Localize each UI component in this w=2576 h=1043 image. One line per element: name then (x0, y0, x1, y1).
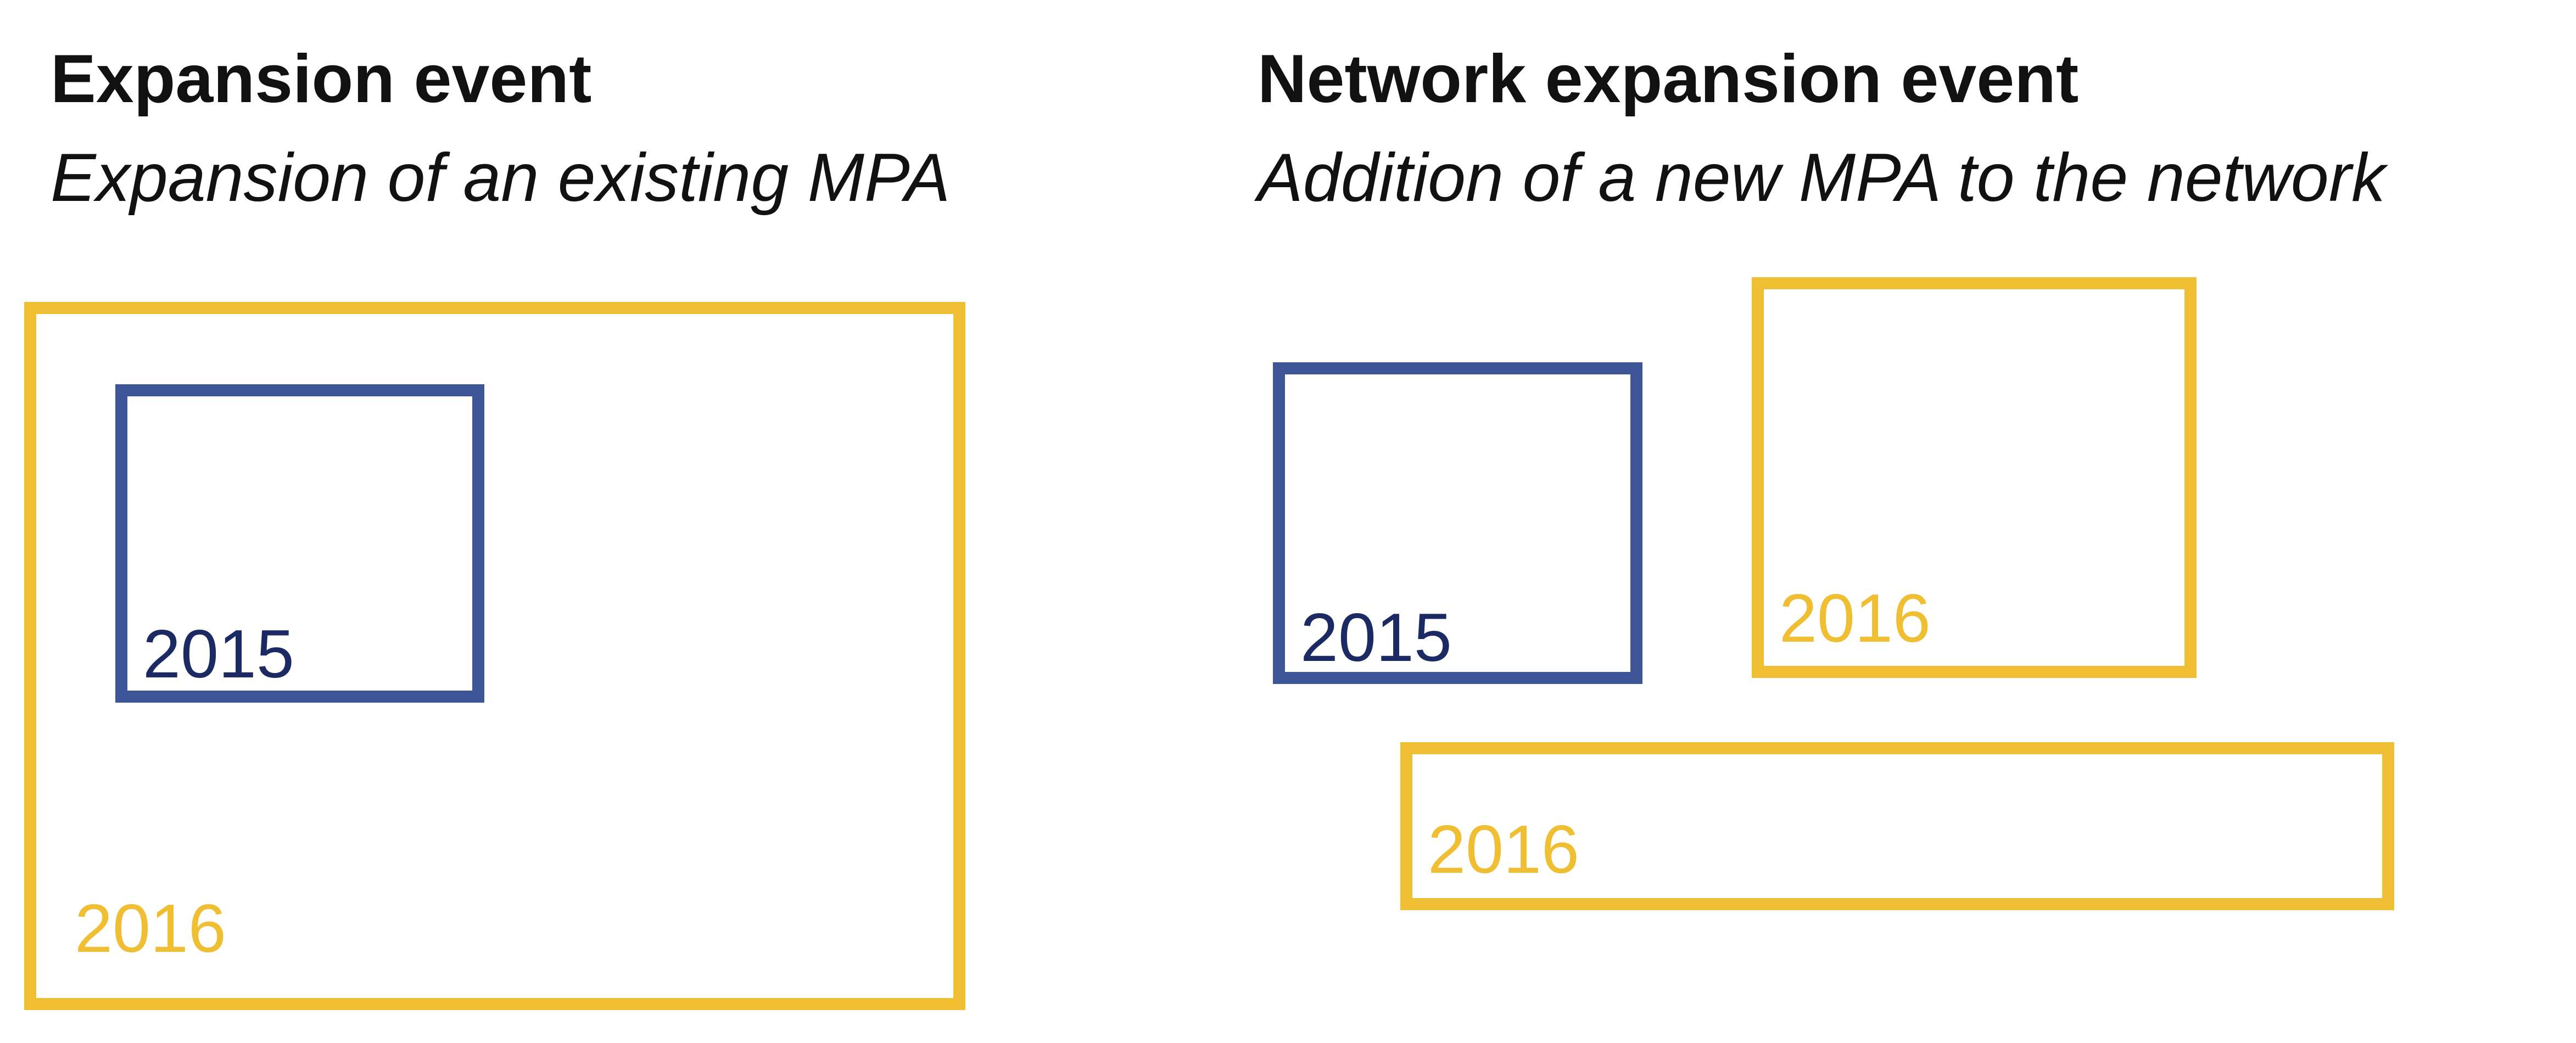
network-expansion-event-title: Network expansion event (1258, 41, 2079, 117)
expansion-event-subtitle: Expansion of an existing MPA (51, 140, 951, 216)
mpa-2016-expanded-box: 2016 (24, 302, 965, 1010)
mpa-year-label-2016: 2016 (1428, 812, 1579, 888)
mpa-2015-original-box: 2015 (115, 384, 484, 703)
mpa-2015-existing-box: 2015 (1273, 362, 1642, 684)
expansion-event-panel: Expansion event Expansion of an existing… (0, 0, 1208, 1043)
network-expansion-event-subtitle: Addition of a new MPA to the network (1258, 140, 2385, 216)
mpa-year-label-2015: 2015 (143, 616, 294, 692)
mpa-2016-new-box-lower: 2016 (1400, 742, 2394, 910)
mpa-year-label-2015: 2015 (1300, 600, 1452, 676)
mpa-year-label-2016: 2016 (1779, 581, 1931, 657)
network-expansion-event-panel: Network expansion event Addition of a ne… (1208, 0, 2576, 1043)
mpa-year-label-2016: 2016 (75, 891, 226, 967)
mpa-2016-new-box-upper: 2016 (1752, 277, 2197, 678)
expansion-event-title: Expansion event (51, 41, 592, 117)
